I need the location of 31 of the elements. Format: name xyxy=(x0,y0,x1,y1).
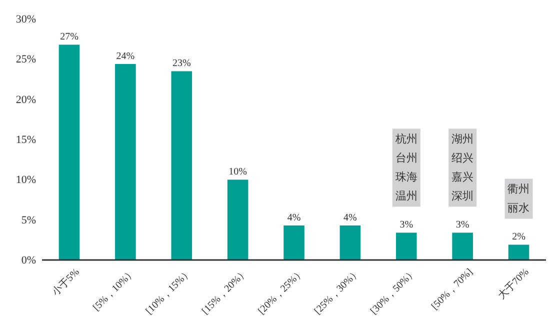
bar xyxy=(58,44,80,260)
y-tick-label: 30% xyxy=(16,14,36,26)
annotation: 湖州绍兴嘉兴深圳 xyxy=(452,132,474,203)
bar xyxy=(284,225,304,260)
x-tick-label: [5%，10%） xyxy=(91,266,138,314)
data-label: 4% xyxy=(287,212,301,224)
bar xyxy=(396,232,417,260)
data-label: 23% xyxy=(172,58,191,70)
bar xyxy=(115,64,136,260)
y-tick-label: 5% xyxy=(21,214,36,226)
x-tick-label: 小于5% xyxy=(50,266,82,298)
data-label: 3% xyxy=(400,220,414,231)
data-label: 27% xyxy=(60,32,78,43)
annotation: 衢州丽水 xyxy=(508,182,530,215)
bar xyxy=(452,232,473,260)
y-tick-label: 20% xyxy=(16,94,36,106)
data-label: 24% xyxy=(116,50,135,62)
data-label: 10% xyxy=(228,166,247,178)
bar xyxy=(508,244,530,260)
bar xyxy=(227,180,248,260)
y-tick-label: 15% xyxy=(16,134,36,146)
data-label: 4% xyxy=(344,212,357,224)
bar xyxy=(171,71,192,260)
y-tick-label: 10% xyxy=(16,174,36,186)
data-label: 2% xyxy=(512,232,526,243)
data-label: 3% xyxy=(456,220,470,231)
annotation: 杭州台州珠海温州 xyxy=(394,132,418,203)
x-tick-label: 大于70% xyxy=(496,266,532,302)
y-tick-label: 25% xyxy=(16,54,36,66)
bar xyxy=(340,225,361,260)
y-tick-label: 0% xyxy=(21,254,36,267)
